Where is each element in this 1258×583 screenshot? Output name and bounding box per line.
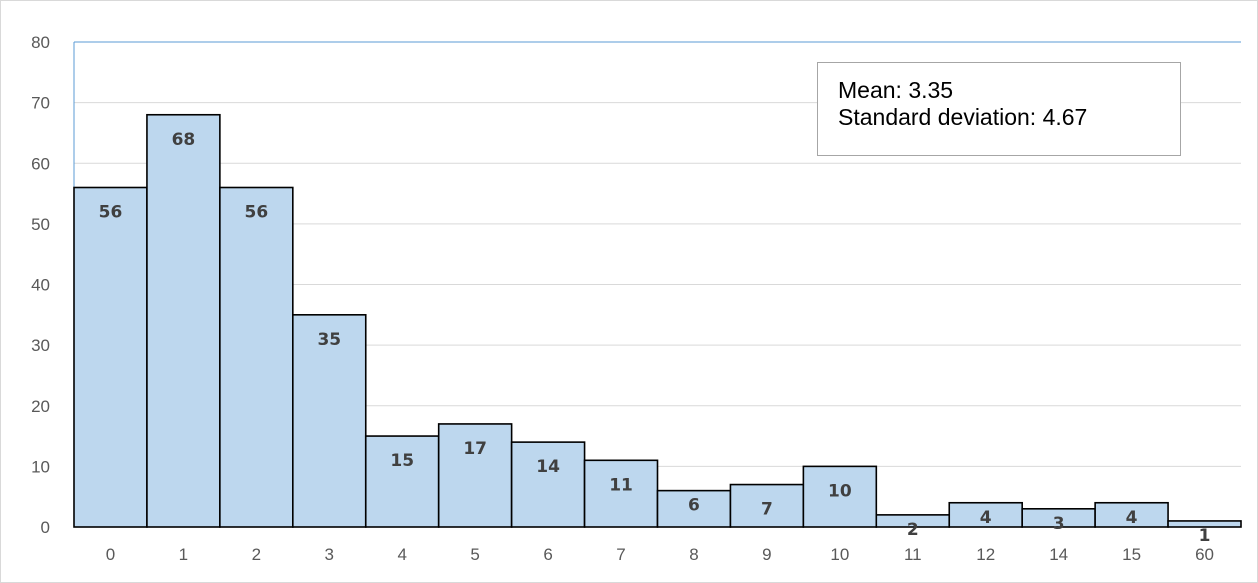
data-label: 6 [688,496,700,516]
bar-12 [948,501,1023,528]
bar-3 [292,314,367,528]
x-tick-label: 1 [179,545,188,564]
x-tick-label: 11 [904,545,922,564]
bar-60 [1167,520,1242,528]
x-tick-label: 12 [976,545,995,564]
bar-6 [510,441,586,528]
bar-9 [729,483,805,528]
x-axis-tick-labels: 0 1 2 3 4 5 6 7 8 9 10 11 12 14 15 60 [106,545,1214,564]
data-label: 17 [463,439,487,459]
y-tick-label: 40 [31,276,50,295]
data-labels: 56 68 56 35 15 17 14 11 6 7 10 2 4 3 4 1 [99,130,1211,546]
data-label: 35 [317,330,341,350]
x-tick-label: 4 [397,545,406,564]
stats-annotation-box: Mean: 3.35 Standard deviation: 4.67 [817,62,1181,156]
y-axis-tick-labels: 0 10 20 30 40 50 60 70 80 [31,33,50,537]
y-tick-label: 20 [31,397,50,416]
y-tick-label: 0 [41,518,50,537]
data-label: 10 [828,481,852,501]
data-label: 15 [390,451,414,471]
bar-7 [583,459,659,528]
data-label: 68 [172,130,196,150]
x-tick-label: 14 [1049,545,1068,564]
x-tick-label: 3 [325,545,334,564]
y-tick-label: 70 [31,94,50,113]
mean-text: Mean: 3.35 [838,77,954,103]
bar-2 [219,186,294,528]
data-label: 3 [1053,514,1065,534]
y-tick-label: 80 [31,33,50,52]
y-tick-label: 50 [31,215,50,234]
x-tick-label: 6 [543,545,552,564]
std-deviation-text: Standard deviation: 4.67 [838,104,1088,130]
x-tick-label: 10 [830,545,849,564]
x-tick-label: 5 [470,545,479,564]
bars [73,113,1242,528]
data-label: 1 [1199,526,1211,546]
bar-0 [73,186,148,528]
x-tick-label: 7 [616,545,625,564]
bar-5 [437,423,513,528]
x-tick-label: 8 [689,545,698,564]
x-tick-label: 9 [762,545,771,564]
y-tick-label: 10 [31,457,50,476]
x-tick-label: 0 [106,545,115,564]
bar-15 [1094,501,1169,528]
y-tick-label: 60 [31,154,50,173]
y-tick-label: 30 [31,336,50,355]
data-label: 2 [907,520,919,540]
data-label: 7 [761,500,773,520]
bar-10 [802,465,878,528]
bar-4 [364,435,440,528]
data-label: 11 [609,475,633,495]
data-label: 4 [980,508,992,528]
data-label: 56 [99,203,123,223]
bar-1 [146,113,221,528]
x-tick-label: 2 [252,545,261,564]
data-label: 14 [536,457,560,477]
x-tick-label: 60 [1195,545,1214,564]
x-tick-label: 15 [1122,545,1141,564]
data-label: 56 [245,203,269,223]
data-label: 4 [1126,508,1138,528]
